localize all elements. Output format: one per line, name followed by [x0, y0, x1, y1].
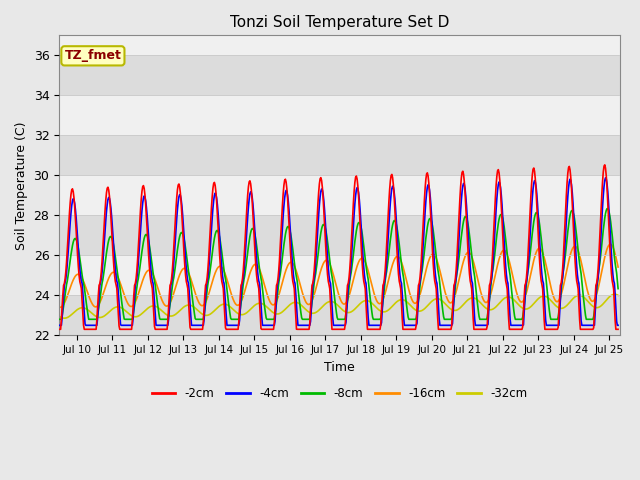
Y-axis label: Soil Temperature (C): Soil Temperature (C) [15, 121, 28, 250]
Bar [59, 135, 620, 175]
Legend: -2cm, -4cm, -8cm, -16cm, -32cm: -2cm, -4cm, -8cm, -16cm, -32cm [147, 382, 532, 404]
Bar [59, 216, 620, 255]
Bar [59, 55, 620, 96]
Title: Tonzi Soil Temperature Set D: Tonzi Soil Temperature Set D [230, 15, 449, 30]
X-axis label: Time: Time [324, 360, 355, 373]
Bar [59, 295, 620, 336]
Text: TZ_fmet: TZ_fmet [65, 49, 122, 62]
